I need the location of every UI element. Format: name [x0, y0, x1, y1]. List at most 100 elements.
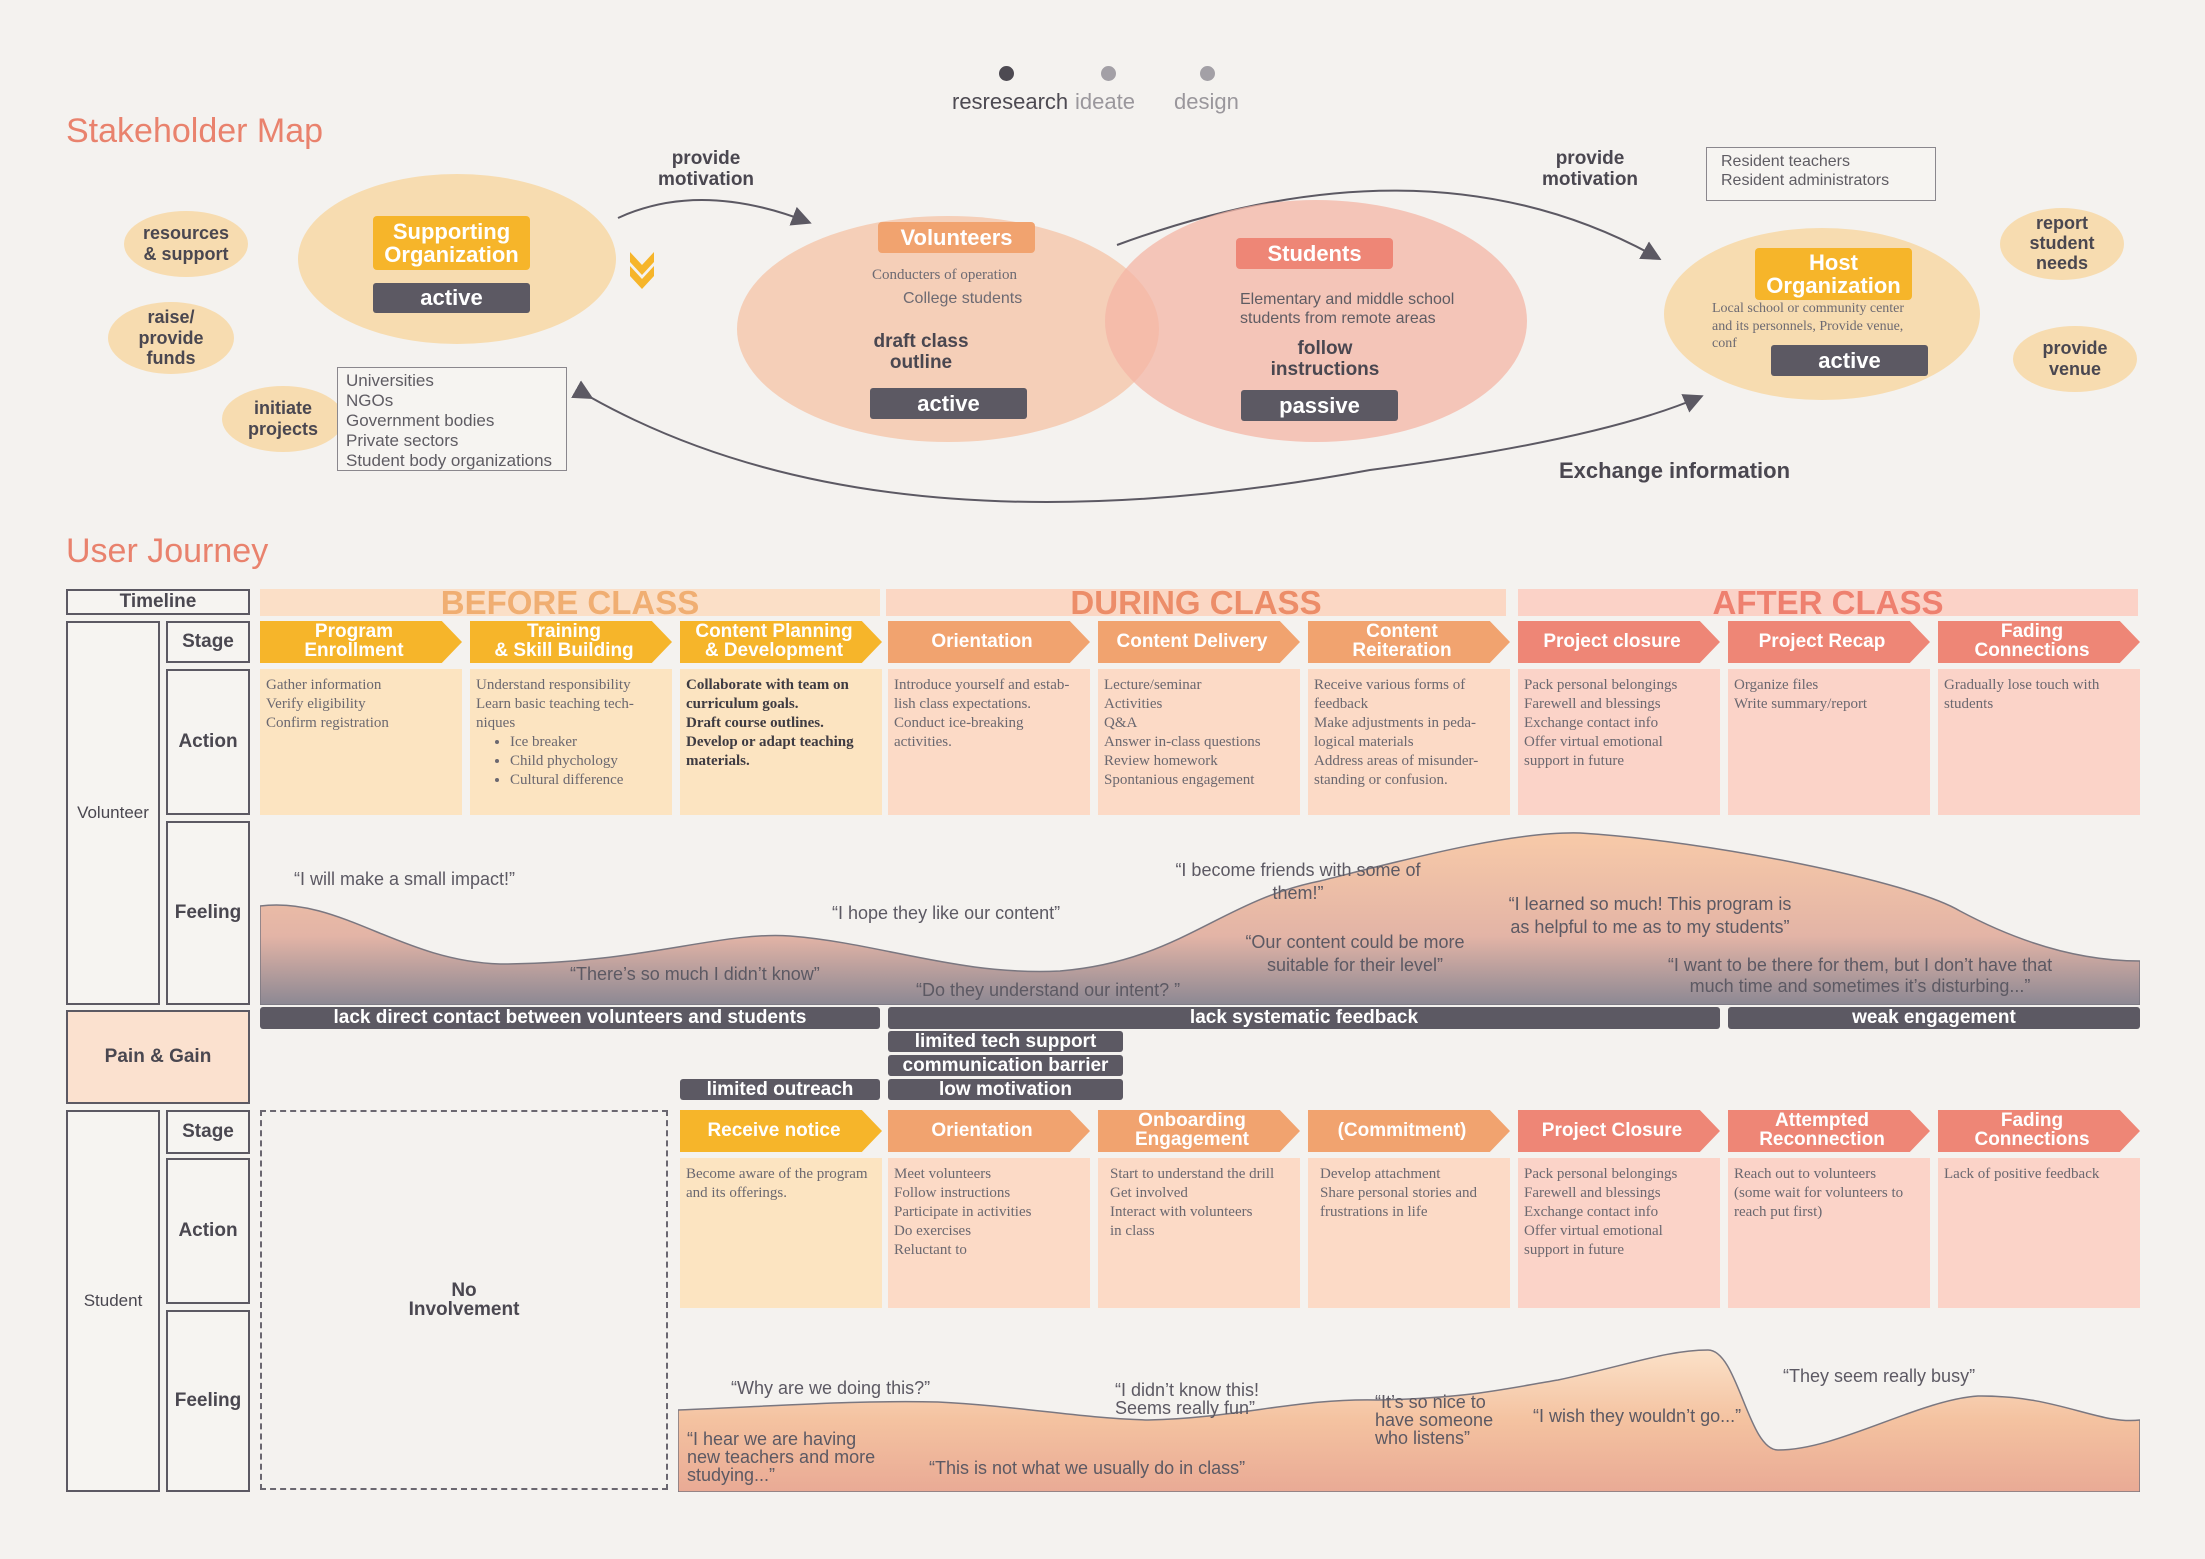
user-journey-title: User Journey — [66, 532, 269, 570]
students-action: follow instructions — [1270, 338, 1380, 380]
students-label: Students — [1236, 238, 1393, 269]
volunteer-feeling-label: Feeling — [166, 821, 250, 1005]
pain-tech-support: limited tech support — [888, 1031, 1123, 1052]
stu-quote-2: “I hear we are having new teachers and m… — [687, 1429, 876, 1485]
host-org-label: Host Organization — [1755, 248, 1912, 300]
stu-action-2: Start to understand the drill Get involve… — [1098, 1158, 1300, 1308]
volunteer-row-label: Volunteer — [66, 621, 160, 1005]
vol-quote-8: “I want to be there for them, but I don’… — [1667, 955, 2053, 996]
vol-quote-4: “Do they understand our intent? ” — [916, 980, 1181, 1000]
stu-quote-1: “Why are we doing this?” — [731, 1378, 931, 1398]
pain-motivation: low motivation — [888, 1079, 1123, 1100]
stu-action-3: Develop attachment Share personal stories… — [1308, 1158, 1510, 1308]
vol-stage-recap[interactable]: Project Recap — [1728, 621, 1930, 663]
student-stage-label: Stage — [166, 1110, 250, 1154]
students-desc: Elementary and middle school students fr… — [1240, 291, 1455, 328]
motivation-label-2: provide motivation — [1541, 148, 1639, 190]
stu-quote-6: “I wish they wouldn’t go...” — [1533, 1406, 1742, 1426]
vol-stage-content-delivery[interactable]: Content Delivery — [1098, 621, 1300, 663]
stu-stage-orientation[interactable]: Orientation — [888, 1110, 1090, 1152]
exchange-info-label: Exchange information — [1559, 458, 1791, 483]
stu-action-1: Meet volunteers Follow instructions Partic… — [888, 1158, 1090, 1308]
vol-stage-closure[interactable]: Project closure — [1518, 621, 1720, 663]
list-item: Private sectors — [346, 430, 459, 450]
vol-quote-3: “I hope they like our content” — [832, 903, 1061, 923]
stu-action-4: Pack personal belongings Farewell and ble… — [1518, 1158, 1720, 1308]
stu-stage-onboarding[interactable]: Onboarding Engagement — [1098, 1110, 1300, 1152]
vol-quote-5: “I become friends with some of them!” — [1175, 860, 1421, 903]
list-item: NGOs — [346, 390, 394, 410]
vol-stage-fading[interactable]: Fading Connections — [1938, 621, 2140, 663]
bubble-initiate-projects: initiate projects — [222, 386, 344, 452]
vol-action-6: Pack personal belongings Farewell and ble… — [1518, 669, 1720, 815]
vol-stage-training[interactable]: Training & Skill Building — [470, 621, 672, 663]
list-item: Resident administrators — [1721, 171, 1890, 189]
stu-stage-commitment[interactable]: (Commitment) — [1308, 1110, 1510, 1152]
pain-gain-label: Pain & Gain — [66, 1010, 250, 1104]
motivation-label-1: provide motivation — [657, 148, 755, 190]
step-design[interactable]: design — [1174, 89, 1239, 114]
stu-action-0: Become aware of the program and its offer… — [680, 1158, 882, 1308]
chevron-down-icon — [630, 252, 654, 275]
stu-quote-5: “It’s so nice to have someone who listen… — [1375, 1392, 1494, 1448]
list-item: Universities — [346, 371, 434, 390]
vol-stage-enrollment[interactable]: Program Enrollment — [260, 621, 462, 663]
student-feeling-curve — [678, 1349, 2140, 1492]
bubble-report-needs: report student needs — [2000, 208, 2124, 280]
host-org-role: active — [1771, 345, 1928, 376]
vol-action-4: Lecture/seminar Activities Q&A Answer in-cl… — [1098, 669, 1300, 815]
list-item: Student body organizations — [346, 450, 553, 470]
students-role: passive — [1241, 390, 1398, 421]
student-row-label: Student — [66, 1110, 160, 1492]
vol-quote-1: “I will make a small impact!” — [294, 869, 516, 889]
stu-quote-4: “I didn’t know this! Seems really fun” — [1115, 1380, 1260, 1418]
student-feeling-label: Feeling — [166, 1310, 250, 1492]
phase-during: DURING CLASS — [886, 584, 1506, 621]
stu-stage-fading[interactable]: Fading Connections — [1938, 1110, 2140, 1152]
vol-action-2: Collaborate with team on curriculum goals… — [680, 669, 882, 815]
phase-after: AFTER CLASS — [1518, 584, 2138, 621]
pain-weak-engagement: weak engagement — [1728, 1007, 2140, 1029]
stu-stage-reconnection[interactable]: Attempted Reconnection — [1728, 1110, 1930, 1152]
pain-outreach: limited outreach — [680, 1079, 880, 1100]
volunteer-action-label: Action — [166, 669, 250, 815]
host-list: Resident teachers Resident administrator… — [1706, 147, 1936, 201]
vol-quote-2: “There’s so much I didn’t know” — [570, 964, 820, 984]
vol-quote-6: “Our content could be more suitable for … — [1245, 932, 1465, 975]
pain-direct-contact: lack direct contact between volunteers a… — [260, 1007, 880, 1029]
step-research[interactable]: resresearch — [952, 89, 1069, 114]
stakeholder-map-title: Stakeholder Map — [66, 112, 324, 150]
vol-action-3: Introduce yourself and estab-lish class … — [888, 669, 1090, 815]
stu-action-6: Lack of positive feedback — [1938, 1158, 2140, 1308]
volunteer-feeling-curve — [260, 832, 2140, 1005]
volunteers-role: active — [870, 388, 1027, 419]
motivation-arrow-1 — [617, 198, 812, 226]
list-item: Government bodies — [346, 410, 495, 430]
volunteers-desc-1: Conducters of operation — [872, 267, 1017, 283]
volunteers-action: draft class outline — [873, 331, 969, 373]
vol-action-8: Gradually lose touch with students — [1938, 669, 2140, 815]
vol-action-0: Gather information Verify eligibility Conf… — [260, 669, 462, 815]
supporting-org-list: Universities NGOs Government bodies Priv… — [337, 367, 567, 471]
stu-action-5: Reach out to volunteers (some wait for vo… — [1728, 1158, 1930, 1308]
vol-action-7: Organize files Write summary/report — [1728, 669, 1930, 815]
supporting-org-role: active — [373, 283, 530, 313]
step-dot-ideate — [1101, 66, 1116, 81]
volunteers-desc-2: College students — [903, 290, 1023, 307]
volunteers-label: Volunteers — [878, 222, 1035, 253]
volunteer-stage-label: Stage — [166, 621, 250, 663]
vol-action-1: Understand responsibility Learn basic tea… — [470, 669, 672, 815]
vol-stage-content-planning[interactable]: Content Planning & Development — [680, 621, 882, 663]
no-involvement-box: No Involvement — [260, 1110, 668, 1490]
vol-quote-7: “I learned so much! This program is as h… — [1508, 894, 1792, 937]
vol-stage-reiteration[interactable]: Content Reiteration — [1308, 621, 1510, 663]
stu-stage-receive-notice[interactable]: Receive notice — [680, 1110, 882, 1152]
stu-stage-closure[interactable]: Project Closure — [1518, 1110, 1720, 1152]
step-dot-research — [999, 66, 1014, 81]
pain-systematic-feedback: lack systematic feedback — [888, 1007, 1720, 1029]
step-ideate[interactable]: ideate — [1075, 89, 1135, 114]
supporting-org-label: Supporting Organization — [373, 216, 530, 270]
stu-quote-3: “This is not what we usually do in class… — [929, 1458, 1246, 1478]
bubble-provide-venue: provide venue — [2013, 326, 2137, 392]
vol-stage-orientation[interactable]: Orientation — [888, 621, 1090, 663]
